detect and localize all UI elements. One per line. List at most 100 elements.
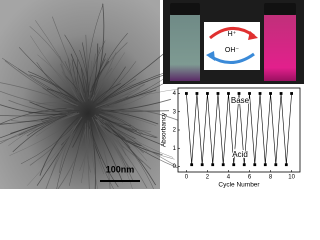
fiber [20, 120, 80, 165]
point [227, 92, 230, 95]
fiber [0, 107, 67, 125]
fiber [79, 128, 91, 171]
vial-acid [170, 15, 200, 81]
tem-image [0, 0, 160, 189]
point [237, 92, 241, 95]
fiber [98, 114, 134, 133]
arrow-head [206, 51, 215, 61]
annotation: Acid [232, 150, 248, 159]
fiber [89, 53, 96, 95]
fiber [88, 128, 98, 189]
fiber [90, 67, 113, 101]
point [221, 163, 225, 167]
fiber [97, 66, 126, 102]
fiber [99, 52, 125, 92]
fiber [69, 126, 84, 186]
fiber [90, 123, 96, 189]
y-axis-label: Absorbancy [161, 112, 168, 147]
fiber [51, 16, 85, 101]
fiber [81, 120, 89, 184]
point [258, 92, 262, 95]
fiber [81, 42, 89, 102]
fiber [97, 127, 124, 183]
fiber [10, 114, 76, 122]
fiber [30, 35, 81, 102]
fiber [0, 82, 79, 106]
fiber [91, 43, 99, 98]
y-tick-label: 3 [173, 109, 177, 115]
vial-cap [264, 3, 296, 15]
fiber [88, 121, 105, 175]
x-tick-label: 8 [269, 175, 273, 181]
x-tick-label: 4 [227, 175, 231, 181]
fiber [36, 62, 73, 102]
point [253, 163, 257, 167]
fiber [37, 54, 84, 103]
x-tick-label: 10 [288, 175, 295, 181]
fiber [88, 46, 101, 99]
y-tick-label: 2 [173, 128, 177, 134]
plot-frame [177, 87, 301, 173]
fiber [29, 123, 78, 166]
fiber [107, 93, 132, 100]
fiber [94, 115, 174, 158]
fiber [0, 104, 67, 115]
fiber [0, 113, 80, 143]
fiber [95, 83, 145, 108]
fiber [29, 26, 86, 103]
chart: Absorbancy Cycle Number 0 1 2 3 4 0 2 4 6 8 10 Base… [161, 87, 301, 189]
point [263, 163, 267, 167]
fiber [97, 123, 134, 174]
fiber [101, 107, 179, 121]
fiber [8, 99, 68, 114]
fiber [100, 117, 152, 132]
point [190, 163, 194, 167]
point [200, 163, 204, 167]
scale-bar [100, 180, 140, 182]
fiber [61, 71, 75, 93]
fiber [87, 126, 90, 189]
scale-label: 100nm [106, 164, 135, 174]
fiber [92, 83, 121, 104]
fiber [8, 112, 73, 147]
fiber [9, 122, 72, 156]
fiber [0, 112, 76, 117]
fiber [86, 4, 104, 95]
point [216, 92, 220, 95]
fiber [108, 88, 140, 107]
fiber [107, 110, 159, 125]
fiber [107, 111, 157, 126]
point [242, 163, 246, 167]
fiber [104, 111, 138, 114]
fiber [93, 3, 105, 95]
fiber [28, 71, 80, 103]
fiber [4, 60, 77, 106]
fiber [39, 116, 79, 176]
y-tick-label: 4 [173, 91, 177, 97]
fiber [98, 88, 132, 109]
fiber [36, 119, 82, 186]
fiber [67, 57, 77, 93]
fiber [80, 68, 87, 98]
fiber [64, 61, 84, 101]
fiber [57, 129, 86, 189]
vial-cap [170, 3, 200, 15]
vial-base [264, 15, 296, 81]
fiber [95, 119, 134, 182]
point [279, 92, 283, 95]
fiber [91, 116, 111, 189]
x-tick-label: 2 [206, 175, 210, 181]
x-tick-label: 6 [248, 175, 252, 181]
fiber [18, 68, 78, 106]
fiber [102, 107, 130, 115]
fiber [100, 89, 156, 107]
fiber [79, 49, 90, 97]
point [274, 163, 278, 167]
fiber [72, 120, 86, 148]
point [290, 92, 293, 95]
fiber [35, 114, 75, 137]
annotation: Base [231, 96, 250, 105]
fiber [34, 112, 78, 127]
fiber [35, 20, 81, 94]
point [185, 92, 188, 95]
